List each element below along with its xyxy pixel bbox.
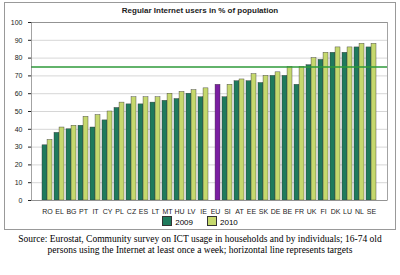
svg-text:NL: NL (355, 208, 364, 215)
svg-text:LU: LU (343, 208, 352, 215)
svg-text:20: 20 (15, 161, 23, 168)
svg-text:PT: PT (79, 208, 89, 215)
svg-text:UK: UK (307, 208, 317, 215)
svg-text:CZ: CZ (127, 208, 137, 215)
svg-text:BE: BE (283, 208, 293, 215)
svg-text:LV: LV (187, 208, 195, 215)
svg-text:60: 60 (15, 90, 23, 97)
svg-text:90: 90 (15, 37, 23, 44)
svg-text:0: 0 (19, 197, 23, 204)
svg-text:70: 70 (15, 72, 23, 79)
svg-text:BG: BG (66, 208, 76, 215)
svg-text:RO: RO (42, 208, 53, 215)
html-text:Regular Internet users in % of: Regular Internet users in % of populatio… (121, 6, 279, 15)
svg-text:SK: SK (259, 208, 269, 215)
html-text:2009: 2009 (175, 218, 193, 227)
svg-text:FI: FI (320, 208, 326, 215)
svg-text:ES: ES (139, 208, 149, 215)
svg-text:30: 30 (15, 143, 23, 150)
svg-text:DK: DK (331, 208, 341, 215)
svg-text:EE: EE (247, 208, 257, 215)
svg-text:PL: PL (115, 208, 124, 215)
svg-text:FR: FR (295, 208, 304, 215)
svg-text:HU: HU (174, 208, 184, 215)
svg-text:AT: AT (235, 208, 244, 215)
svg-text:LT: LT (152, 208, 160, 215)
svg-text:40: 40 (15, 126, 23, 133)
svg-text:MT: MT (162, 208, 173, 215)
svg-text:CY: CY (103, 208, 113, 215)
svg-text:50: 50 (15, 108, 23, 115)
svg-text:80: 80 (15, 54, 23, 61)
svg-text:10: 10 (15, 179, 23, 186)
svg-text:EU: EU (211, 208, 221, 215)
svg-text:SI: SI (224, 208, 231, 215)
svg-text:SE: SE (367, 208, 377, 215)
svg-text:EL: EL (55, 208, 64, 215)
html-text:2010: 2010 (220, 218, 238, 227)
svg-text:DE: DE (271, 208, 281, 215)
html-text:Source: Eurostat, Community su: Source: Eurostat, Community survey on IC… (18, 234, 382, 255)
svg-text:100: 100 (11, 19, 23, 26)
svg-text:IE: IE (200, 208, 207, 215)
svg-text:IT: IT (92, 208, 99, 215)
